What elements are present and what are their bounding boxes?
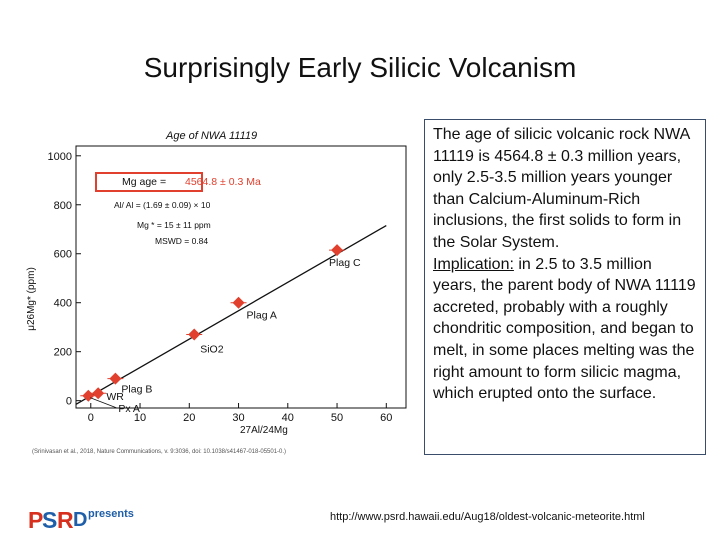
chart-background [22,124,410,458]
inset-age-prefix: Mg age = [122,176,166,188]
plot-frame [75,145,407,409]
isochron-chart: Age of NWA 11119 (Srinivasan et al., 201… [22,124,410,458]
y-tick-label: 600 [54,249,72,261]
implication-text: in 2.5 to 3.5 million years, the parent … [433,255,696,403]
description-text: The age of silicic volcanic rock NWA 111… [433,126,690,251]
x-tick-label: 60 [380,412,392,424]
inset-box: Mg age = 4564.8 ± 0.3 Ma Al/ Al = (1.69 … [95,172,261,246]
isochron-fit-line [75,225,387,405]
x-axis-ticks: 0 10 20 30 40 50 60 [88,403,392,424]
point-label: Plag B [121,384,152,396]
inset-mswd: MSWD = 0.84 [155,236,208,246]
logo-letter-d: D [73,509,88,531]
logo-presents: presents [88,508,134,520]
y-tick-label: 400 [54,298,72,310]
inset-age-value: 4564.8 ± 0.3 Ma [185,176,261,188]
point-label: Plag A [247,310,277,322]
data-points [80,244,346,402]
inset-initial-ratio: Al/ Al = (1.69 ± 0.09) × 10 [114,200,211,210]
y-tick-label: 0 [66,396,72,408]
point-label: Px A [118,403,140,415]
point-label: WR [106,391,124,403]
psrd-logo: P S R D presents [28,506,148,532]
implication-label: Implication: [433,255,514,273]
slide-title: Surprisingly Early Silicic Volcanism [143,52,577,83]
y-tick-label: 200 [54,347,72,359]
chart-title: Age of NWA 11119 [165,130,257,142]
x-tick-label: 0 [88,412,94,424]
age-highlight-box [95,172,203,192]
x-axis-label: 27Al/24Mg [240,425,288,436]
x-tick-label: 10 [134,412,146,424]
y-tick-label: 1000 [48,151,72,163]
point-label: Plag C [329,257,361,269]
x-tick-label: 30 [232,412,244,424]
label-leader-line [90,397,117,409]
point-label: SiO2 [200,344,224,356]
y-axis-ticks: 0 200 400 600 800 1000 [48,151,81,408]
source-url[interactable]: http://www.psrd.hawaii.edu/Aug18/oldest-… [330,511,645,523]
chart-citation: (Srinivasan et al., 2018, Nature Communi… [32,449,286,455]
logo-letter-p: P [28,507,44,533]
x-tick-label: 20 [183,412,195,424]
x-tick-label: 50 [331,412,343,424]
x-tick-label: 40 [282,412,294,424]
inset-initial-delta: Mg * = 15 ± 11 ppm [137,220,211,230]
logo-letter-r: R [57,507,74,533]
description-textbox: The age of silicic volcanic rock NWA 111… [424,119,706,455]
y-axis-label: μ26Mg* (ppm) [26,267,37,331]
y-tick-label: 800 [54,200,72,212]
logo-letter-s: S [42,507,58,533]
